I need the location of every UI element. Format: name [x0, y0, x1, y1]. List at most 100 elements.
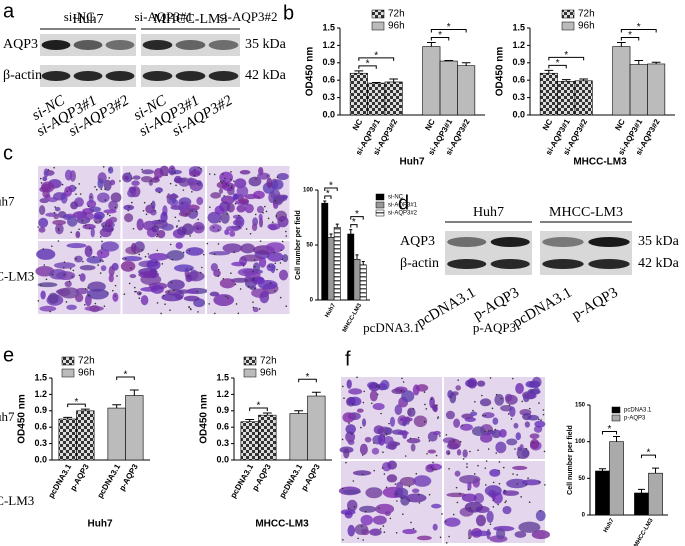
cell-blob [407, 408, 412, 416]
row-label: MHCC-LM3 [0, 493, 34, 508]
cell-blob [528, 380, 541, 389]
pore-dot [194, 168, 196, 171]
pore-dot [227, 184, 230, 187]
pore-dot [248, 285, 250, 288]
error-bar [112, 404, 122, 409]
pore-dot [203, 253, 205, 256]
pore-dot [456, 501, 459, 504]
error-bar [323, 200, 327, 204]
blot-band [490, 259, 530, 269]
pore-dot [356, 376, 358, 379]
pore-dot [432, 461, 434, 464]
legend-label: p-AQP3 [624, 416, 646, 422]
pore-dot [401, 377, 403, 380]
pore-dot [143, 201, 146, 204]
pore-dot [275, 215, 278, 217]
pore-dot [164, 303, 166, 306]
bar [289, 413, 308, 461]
y-tick-label: 0 [310, 298, 314, 304]
pore-dot [418, 502, 421, 504]
sig-star: * [366, 59, 370, 70]
cell-blob [406, 438, 421, 444]
sig-bracket [350, 216, 364, 220]
error-bar [262, 412, 272, 416]
error-bar [461, 62, 471, 66]
pore-dot [439, 536, 442, 539]
y-tick-label: 1.2 [322, 40, 335, 50]
pore-dot [108, 168, 111, 171]
cell-blob [509, 406, 516, 418]
cell-blob [38, 217, 49, 228]
pore-dot [53, 166, 55, 169]
pore-dot [395, 531, 398, 534]
y-tick-label: 1.2 [34, 389, 47, 399]
cell-blob [359, 443, 368, 455]
cell-blob [192, 221, 205, 234]
pore-dot [404, 455, 407, 457]
bar [347, 233, 355, 301]
cell-blob [59, 287, 80, 299]
pore-dot [388, 422, 390, 425]
bar [240, 421, 259, 461]
pore-dot [253, 277, 255, 279]
pore-dot [342, 385, 344, 388]
pore-dot [95, 221, 97, 224]
error-bar [329, 233, 333, 238]
cell-blob [155, 187, 163, 193]
pore-dot [101, 247, 103, 249]
bar [349, 72, 368, 116]
legend-label: si-AQP3#2 [388, 211, 418, 217]
y-tick-label: 0.9 [34, 405, 47, 415]
pore-dot [378, 507, 380, 509]
sig-bracket [350, 224, 358, 228]
sig-star: * [75, 397, 79, 408]
y-tick-label: 1.5 [322, 22, 335, 32]
error-bar [349, 229, 353, 234]
cell-blob [173, 264, 194, 272]
cell-blob [67, 216, 78, 227]
bar [76, 410, 95, 461]
pore-dot [104, 188, 106, 191]
pore-dot [131, 177, 133, 180]
pore-dot [412, 527, 415, 530]
pore-dot [426, 452, 428, 455]
blot-band [175, 40, 206, 50]
pore-dot [507, 413, 510, 415]
bar [609, 441, 624, 516]
pore-dot [385, 433, 388, 435]
pore-dot [66, 190, 69, 192]
pore-dot [514, 448, 516, 450]
cell-blob [351, 412, 357, 420]
pore-dot [477, 464, 479, 467]
pore-dot [84, 224, 87, 227]
y-tick-label: 0.6 [216, 422, 229, 432]
pore-dot [430, 466, 433, 468]
cell-blob [239, 169, 251, 175]
pore-dot [217, 243, 220, 245]
bar [353, 258, 361, 301]
cell-blob [513, 422, 519, 429]
pore-dot [510, 418, 513, 420]
y-axis-label: OD450 nm [495, 47, 506, 97]
pore-dot [222, 180, 225, 182]
error-bar [444, 59, 454, 62]
cell-blob [182, 223, 194, 236]
cell-blob [266, 177, 273, 189]
blot-band [208, 40, 239, 50]
cell-blob [282, 254, 289, 263]
cell-blob [251, 223, 258, 232]
pore-dot [525, 484, 528, 486]
pore-dot [233, 180, 235, 182]
cell-blob [416, 535, 432, 541]
pore-dot [252, 306, 255, 309]
size-label: 42 kDa [245, 68, 287, 83]
sig-star: * [124, 370, 128, 381]
cell-blob [535, 510, 546, 522]
row-label: AQP3 [400, 234, 435, 249]
cell-blob [236, 204, 246, 213]
cell-blob [43, 168, 49, 178]
cell-blob [99, 227, 112, 238]
legend-label: si-AQP3#1 [388, 203, 418, 209]
row-label: β-actin [400, 256, 439, 271]
pore-dot [114, 284, 117, 287]
